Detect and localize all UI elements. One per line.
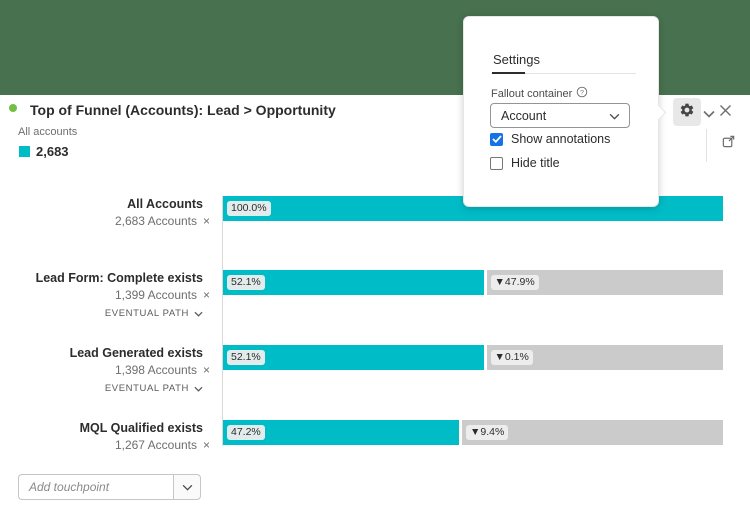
- show-annotations-checkbox[interactable]: Show annotations: [490, 132, 610, 146]
- legend-label: All accounts: [18, 126, 78, 138]
- step-label: Lead Form: Complete exists: [35, 271, 203, 285]
- add-touchpoint-dropdown-button[interactable]: [173, 474, 201, 500]
- chevron-down-icon: [189, 308, 203, 319]
- collapse-panel-button[interactable]: [703, 105, 715, 123]
- checkbox-label: Show annotations: [511, 132, 611, 146]
- step-count: 2,683 Accounts: [114, 214, 197, 228]
- remove-step-icon[interactable]: ×: [203, 438, 211, 452]
- step-count: 1,398 Accounts: [114, 363, 197, 377]
- annotation-dot: [9, 104, 17, 112]
- fallout-chip: ▼47.9%: [490, 275, 539, 290]
- gear-icon: [679, 102, 695, 123]
- tab-settings[interactable]: Settings: [493, 52, 540, 67]
- settings-gear-button[interactable]: [673, 98, 701, 126]
- fallout-chip: ▼9.4%: [466, 425, 509, 440]
- tab-rule: [491, 73, 636, 74]
- percent-chip: 52.1%: [227, 350, 265, 365]
- eventual-path-label: EVENTUAL PATH: [104, 383, 189, 394]
- remove-step-icon[interactable]: ×: [203, 214, 211, 228]
- chevron-down-icon: [609, 107, 629, 125]
- chevron-down-icon: [182, 478, 193, 496]
- funnel-bar-success-segment[interactable]: 52.1%: [223, 270, 484, 295]
- legend-value: 2,683: [36, 144, 69, 159]
- hide-title-checkbox[interactable]: Hide title: [490, 156, 560, 170]
- close-panel-button[interactable]: [719, 104, 732, 122]
- open-in-new-icon: [721, 135, 736, 153]
- fallout-container-text: Fallout container: [491, 87, 573, 100]
- eventual-path-toggle[interactable]: EVENTUAL PATH: [0, 383, 216, 394]
- remove-step-icon[interactable]: ×: [203, 288, 211, 302]
- step-count: 1,399 Accounts: [114, 288, 197, 302]
- checkbox-icon: [490, 132, 503, 146]
- add-touchpoint-control: Add touchpoint: [18, 474, 201, 500]
- fallout-container-select[interactable]: Account: [490, 103, 630, 128]
- popover-tip: [650, 104, 666, 121]
- step-label: All Accounts: [127, 197, 203, 211]
- percent-chip: 100.0%: [227, 201, 271, 216]
- step-label: Lead Generated exists: [69, 346, 203, 360]
- step-label: MQL Qualified exists: [79, 421, 203, 435]
- chevron-down-icon: [189, 383, 203, 394]
- fallout-chip: ▼0.1%: [490, 350, 533, 365]
- funnel-bar-fallout-segment[interactable]: ▼0.1%: [486, 345, 723, 370]
- funnel-bar-fallout-segment[interactable]: ▼47.9%: [486, 270, 723, 295]
- funnel-bar-fallout-segment[interactable]: ▼9.4%: [462, 420, 723, 445]
- funnel-bar-success-segment[interactable]: 47.2%: [223, 420, 459, 445]
- checkbox-label: Hide title: [511, 156, 560, 170]
- svg-text:?: ?: [580, 90, 584, 97]
- step-count: 1,267 Accounts: [114, 438, 197, 452]
- remove-step-icon[interactable]: ×: [203, 363, 211, 377]
- help-circle-icon[interactable]: ?: [576, 86, 588, 101]
- eventual-path-toggle[interactable]: EVENTUAL PATH: [0, 308, 216, 319]
- legend-swatch: [19, 146, 30, 157]
- close-icon: [719, 104, 732, 121]
- funnel-step-row: Lead Generated exists 1,398 Accounts × EV…: [0, 345, 750, 405]
- select-value: Account: [501, 108, 547, 123]
- fallout-container-label: Fallout container ?: [491, 86, 588, 101]
- funnel-step-row: Lead Form: Complete exists 1,399 Account…: [0, 270, 750, 330]
- eventual-path-label: EVENTUAL PATH: [104, 308, 189, 319]
- page-title: Top of Funnel (Accounts): Lead > Opportu…: [30, 102, 336, 118]
- toolbar-divider: [706, 129, 707, 162]
- funnel-bar-success-segment[interactable]: 52.1%: [223, 345, 484, 370]
- percent-chip: 52.1%: [227, 275, 265, 290]
- funnel-step-row: MQL Qualified exists 1,267 Accounts × 47.…: [0, 420, 750, 480]
- checkbox-icon: [490, 156, 503, 170]
- chart-axis-line: [222, 196, 223, 446]
- settings-popover: Settings Fallout container ? Account Sho…: [463, 16, 666, 207]
- chevron-down-icon: [703, 105, 715, 122]
- percent-chip: 47.2%: [227, 425, 265, 440]
- open-in-new-button[interactable]: [721, 134, 736, 154]
- add-touchpoint-input[interactable]: Add touchpoint: [18, 474, 173, 500]
- tab-active-indicator: [492, 72, 525, 74]
